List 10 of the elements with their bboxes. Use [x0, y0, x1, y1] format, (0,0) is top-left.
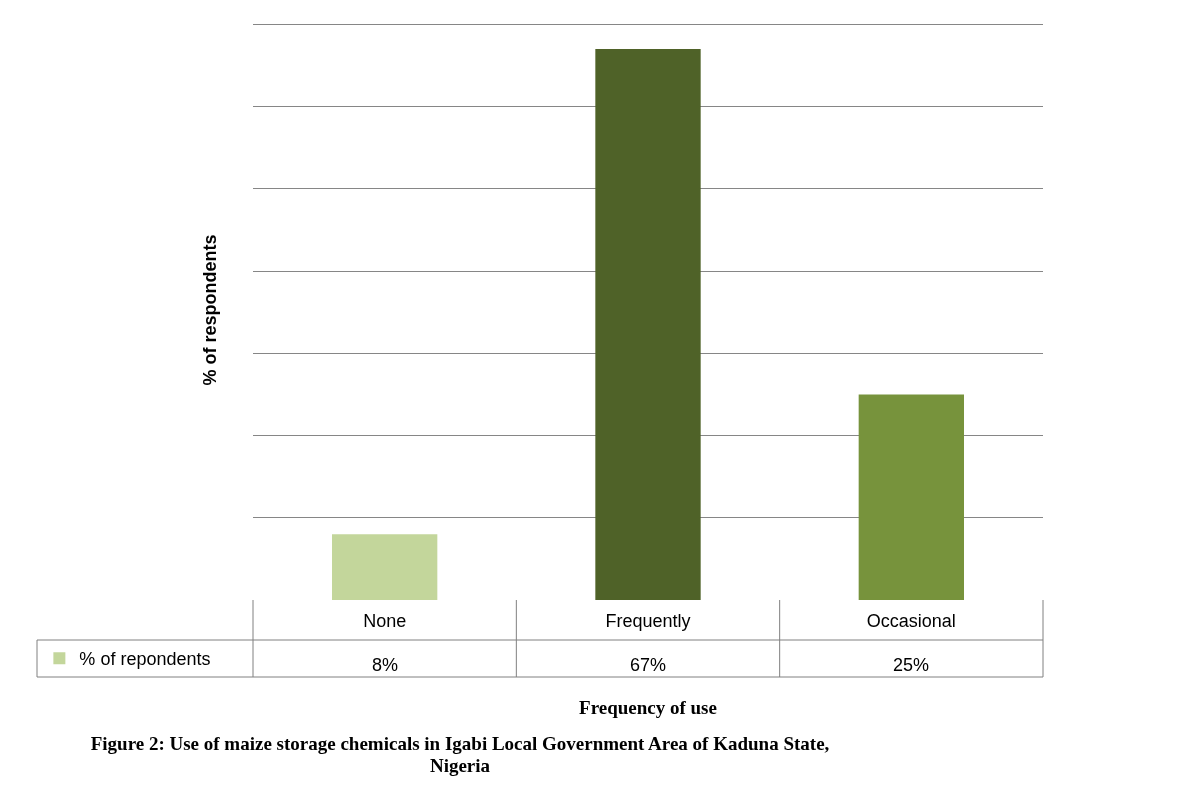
y-axis-title: % of respondents — [200, 234, 221, 386]
x-axis-title: Frequency of use — [579, 696, 717, 718]
caption: Figure 2: Use of maize storage chemicals in Igabi Local Government Area of Kaduna State, Nigeria — [90, 733, 830, 777]
data-label: 25% — [893, 655, 930, 675]
x-tick-label: None — [363, 611, 407, 631]
legend-label: % of repondents — [79, 649, 211, 670]
x-tick-label: Occasional — [866, 611, 956, 631]
data-label: 8% — [372, 655, 399, 675]
data-label: 67% — [630, 655, 667, 675]
x-tick-label: Frequently — [605, 611, 691, 631]
